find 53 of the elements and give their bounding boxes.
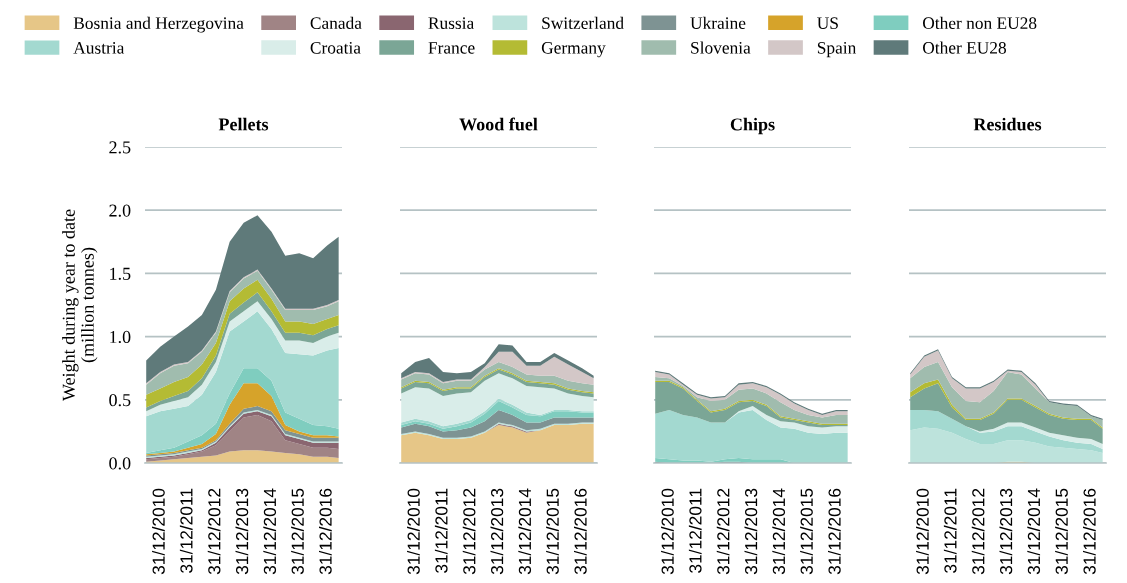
x-tick-label: 31/12/2011 <box>434 488 448 573</box>
x-tick-label: 31/12/2012 <box>462 488 476 575</box>
x-tick-label: 31/12/2011 <box>943 488 957 573</box>
legend-label: US <box>817 17 838 29</box>
x-tick-label: 31/12/2010 <box>661 488 674 575</box>
legend-label: Other non EU28 <box>922 16 1037 29</box>
x-tick-label: 31/12/2014 <box>1027 488 1041 575</box>
legend-label: Switzerland <box>542 16 624 29</box>
x-tick-label: 31/12/2014 <box>772 488 786 575</box>
x-tick-label: 31/12/2016 <box>318 488 332 575</box>
x-tick-label: 31/12/2010 <box>407 488 420 575</box>
legend-label: Other EU28 <box>922 41 1006 54</box>
x-tick-label: 31/12/2013 <box>999 488 1013 575</box>
x-tick-label: 31/12/2010 <box>152 488 165 575</box>
x-tick-label: 31/12/2014 <box>263 488 277 575</box>
y-tick-label: 2.5 <box>109 141 131 154</box>
x-tick-label: 31/12/2015 <box>291 488 304 575</box>
legend-label: Bosnia and Herzegovina <box>73 16 244 33</box>
chart-title: Pellets <box>218 117 269 131</box>
x-tick-label: 31/12/2012 <box>207 488 221 575</box>
x-tick-label: 31/12/2016 <box>827 488 841 575</box>
x-tick-label: 31/12/2013 <box>744 488 758 575</box>
x-tick-label: 31/12/2014 <box>518 488 532 575</box>
legend-label: Spain <box>817 42 857 58</box>
y-tick-label: 0.5 <box>109 394 131 407</box>
legend-label: Russia <box>428 17 474 29</box>
legend-label: Canada <box>310 16 362 29</box>
legend-label: Croatia <box>310 42 361 54</box>
x-tick-label: 31/12/2013 <box>235 488 249 575</box>
y-tick-label: 0.0 <box>109 457 131 470</box>
legend-label: Slovenia <box>691 41 751 54</box>
legend-label: France <box>428 42 475 54</box>
x-tick-label: 31/12/2011 <box>179 488 193 573</box>
y-tick-label: 1.0 <box>110 330 131 344</box>
x-tick-label: 31/12/2012 <box>716 488 730 575</box>
chart-title: Wood fuel <box>459 117 538 131</box>
x-tick-label: 31/12/2015 <box>1055 488 1068 575</box>
legend-label: Austria <box>73 42 125 54</box>
y-tick-label: 1.5 <box>110 267 131 280</box>
x-tick-label: 31/12/2012 <box>971 488 985 575</box>
legend-label: Germany <box>541 42 606 58</box>
legend-label: Ukraine <box>690 16 746 29</box>
x-tick-label: 31/12/2013 <box>490 488 504 575</box>
y-axis-title: Weight during year to date (million tonnes) <box>62 209 98 402</box>
x-tick-label: 31/12/2010 <box>916 488 929 575</box>
chart-title: Residues <box>973 117 1042 131</box>
y-tick-label: 2.0 <box>109 204 131 217</box>
x-tick-label: 31/12/2011 <box>688 488 702 573</box>
x-tick-label: 31/12/2016 <box>1082 488 1096 575</box>
x-tick-label: 31/12/2015 <box>800 488 813 575</box>
x-tick-label: 31/12/2016 <box>573 488 587 575</box>
chart-title: Chips <box>730 117 775 135</box>
x-tick-label: 31/12/2015 <box>546 488 559 575</box>
